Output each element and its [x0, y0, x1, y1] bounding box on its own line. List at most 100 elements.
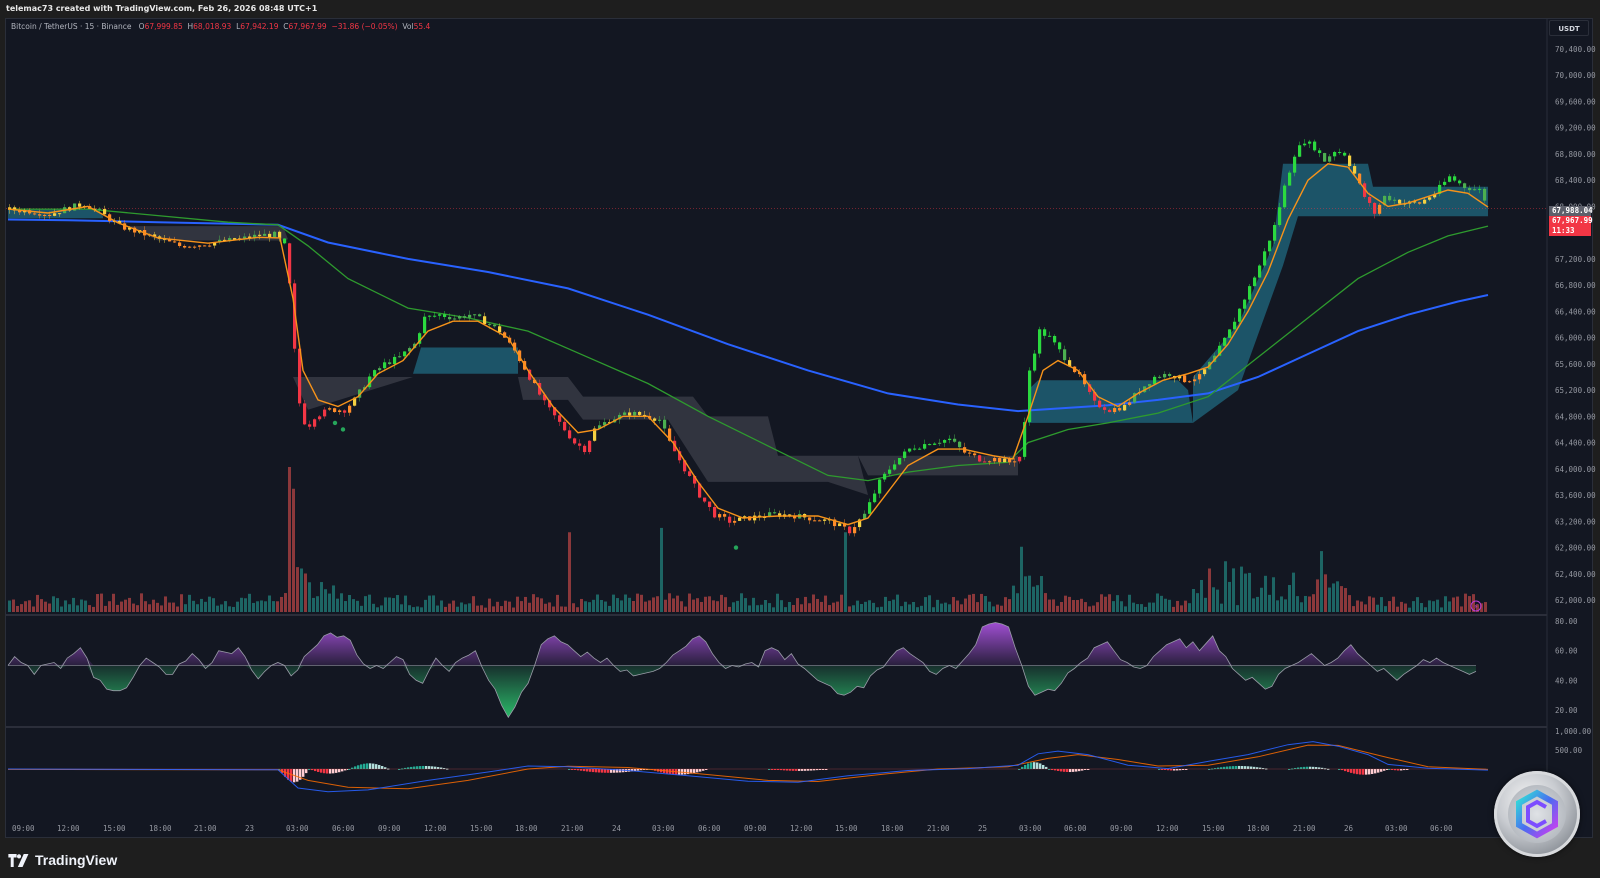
macd-histogram-bar	[416, 766, 419, 769]
volume-bar	[1056, 605, 1059, 612]
volume-bar	[1000, 605, 1003, 612]
macd-histogram-bar	[1244, 766, 1247, 769]
signal-dot	[340, 427, 346, 432]
volume-bar	[604, 601, 607, 612]
volume-bar	[732, 602, 735, 612]
volume-bar	[708, 596, 711, 612]
candle-body	[1283, 185, 1287, 208]
volume-bar	[1168, 599, 1171, 612]
volume-bar	[1204, 597, 1207, 612]
candle-body	[938, 442, 942, 444]
candle-body	[908, 448, 912, 452]
volume-bar	[340, 593, 343, 612]
candle-body	[538, 383, 542, 395]
macd-histogram-bar	[801, 769, 804, 771]
volume-value: 55.4	[413, 22, 431, 31]
candle-body	[383, 362, 387, 369]
macd-histogram-bar	[422, 765, 425, 769]
candle-body	[163, 238, 167, 240]
volume-bar	[568, 532, 571, 612]
volume-bar	[1104, 596, 1107, 612]
price-axis-label: 69,600.00	[1555, 97, 1596, 106]
volume-bar	[128, 597, 131, 612]
macd-histogram-bar	[783, 769, 786, 771]
symbol-name[interactable]: Bitcoin / TetherUS · 15 · Binance	[11, 22, 132, 31]
time-axis-label: 06:00	[1430, 824, 1453, 833]
candle-body	[858, 519, 862, 528]
time-axis-label: 25	[978, 824, 987, 833]
volume-bar	[284, 593, 287, 612]
volume-bar	[1388, 601, 1391, 612]
candle-body	[948, 438, 952, 441]
candle-body	[433, 315, 437, 317]
macd-histogram-bar	[1262, 768, 1265, 770]
candle-body	[1413, 201, 1417, 203]
currency-button[interactable]: USDT	[1549, 20, 1589, 36]
macd-histogram-bar	[789, 769, 792, 771]
candle-body	[893, 464, 897, 470]
candle-body	[443, 314, 447, 317]
volume-bar	[1136, 604, 1139, 612]
volume-bar	[972, 593, 975, 612]
open-label: O	[138, 22, 145, 31]
volume-bar	[716, 601, 719, 612]
time-axis-label: 12:00	[1156, 824, 1179, 833]
macd-histogram-bar	[604, 769, 607, 773]
candle-body	[718, 514, 722, 518]
candle-body	[1373, 202, 1377, 214]
macd-histogram-bar	[643, 769, 646, 770]
volume-bar	[816, 598, 819, 612]
volume-bar	[496, 601, 499, 612]
volume-bar	[512, 607, 515, 612]
candle-body	[353, 397, 357, 406]
volume-bar	[1472, 594, 1475, 612]
volume-bar	[156, 602, 159, 612]
volume-bar	[1156, 593, 1159, 612]
time-axis-label: 03:00	[1019, 824, 1042, 833]
volume-bar	[84, 600, 87, 612]
macd-histogram-bar	[1033, 762, 1036, 769]
macd-histogram-bar	[381, 766, 384, 769]
macd-histogram-bar	[434, 766, 437, 769]
volume-bar	[1432, 601, 1435, 612]
open-value: 67,999.85	[144, 22, 183, 31]
volume-bar	[680, 601, 683, 612]
volume-bar	[480, 605, 483, 612]
candle-body	[953, 438, 957, 442]
volume-bar	[240, 597, 243, 612]
candle-body	[838, 523, 842, 527]
candle-body	[1338, 152, 1342, 154]
volume-bar	[564, 606, 567, 612]
volume-bar	[1428, 600, 1431, 612]
candle-body	[338, 410, 342, 412]
volume-bar	[960, 604, 963, 612]
macd-histogram-bar	[1400, 769, 1403, 771]
macd-histogram-bar	[1309, 766, 1312, 769]
tradingview-logo[interactable]: TradingView	[8, 852, 117, 868]
volume-bar	[1220, 603, 1223, 612]
candle-body	[553, 407, 557, 416]
candle-body	[768, 512, 772, 517]
macd-histogram-bar	[329, 769, 332, 774]
macd-histogram-bar	[798, 769, 801, 771]
candle-body	[1018, 456, 1022, 462]
volume-bar	[1448, 601, 1451, 612]
volume-bar	[1452, 597, 1455, 612]
volume-bar	[224, 601, 227, 612]
volume-bar	[1320, 551, 1323, 612]
candle-body	[1158, 376, 1162, 378]
candle-body	[1193, 379, 1197, 382]
macd-histogram-bar	[1377, 769, 1380, 773]
volume-bar	[764, 599, 767, 612]
macd-histogram-bar	[1087, 769, 1090, 770]
volume-bar	[920, 605, 923, 612]
macd-histogram-bar	[284, 769, 287, 777]
volume-bar	[488, 598, 491, 612]
macd-histogram-bar	[1338, 769, 1341, 770]
candle-body	[733, 520, 737, 523]
osc-axis-label: 80.00	[1555, 617, 1578, 626]
candle-body	[48, 214, 52, 216]
candle-body	[1278, 207, 1282, 226]
price-axis-label: 64,000.00	[1555, 465, 1596, 474]
